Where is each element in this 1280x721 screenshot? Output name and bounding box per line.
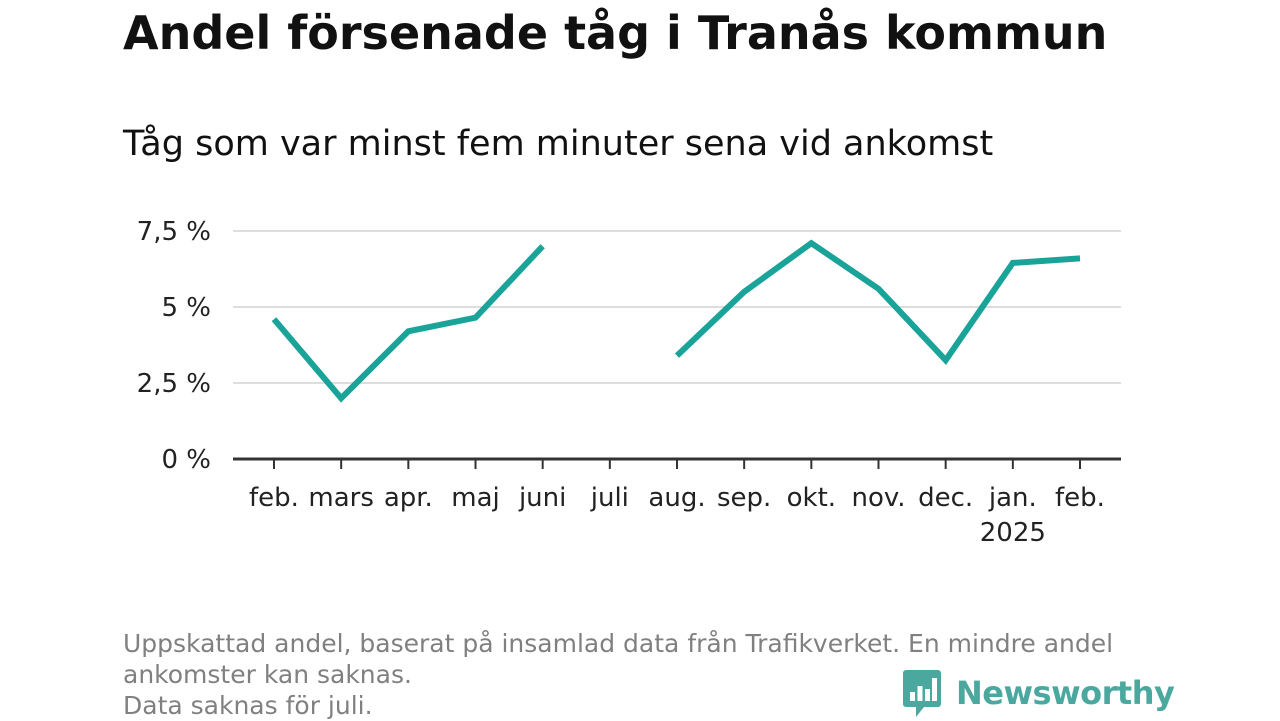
chart-title: Andel försenade tåg i Tranås kommun [123, 6, 1108, 60]
x-tick-label: juni [518, 483, 566, 513]
chart-subtitle: Tåg som var minst fem minuter sena vid a… [123, 124, 994, 164]
footnote-line-2: ankomster kan saknas. [123, 660, 412, 689]
x-tick-label: nov. [851, 483, 905, 513]
y-tick-label: 5 % [161, 293, 211, 323]
footnote: Uppskattad andel, baserat på insamlad da… [123, 628, 1113, 721]
x-tick-label: apr. [384, 483, 433, 513]
x-tick-sublabel: 2025 [980, 518, 1046, 548]
x-tick-label: feb. [249, 483, 299, 513]
x-tick-label: mars [308, 483, 374, 513]
y-tick-label: 0 % [161, 445, 211, 475]
y-tick-label: 2,5 % [137, 369, 211, 399]
x-tick-label: maj [451, 483, 499, 513]
x-tick-label: aug. [648, 483, 705, 513]
x-tick-label: sep. [717, 483, 771, 513]
brand-logo: Newsworthy [902, 668, 1175, 718]
series-line [271, 244, 545, 403]
brand-name: Newsworthy [956, 674, 1175, 712]
line-chart: 0 % 2,5 % 5 % 7,5 % feb. mars apr. maj juni juli a… [137, 217, 1121, 548]
series-line [674, 239, 1081, 365]
newsworthy-logo-icon [903, 670, 941, 717]
footnote-line-1: Uppskattad andel, baserat på insamlad da… [123, 629, 1114, 658]
footnote-line-3: Data saknas för juli. [123, 691, 373, 720]
x-tick-label: dec. [918, 483, 973, 513]
x-tick-label: jan. [988, 483, 1037, 513]
x-tick-label: okt. [787, 483, 836, 513]
y-tick-label: 7,5 % [137, 217, 211, 247]
x-tick-label: feb. [1055, 483, 1105, 513]
x-tick-label: juli [590, 483, 629, 513]
